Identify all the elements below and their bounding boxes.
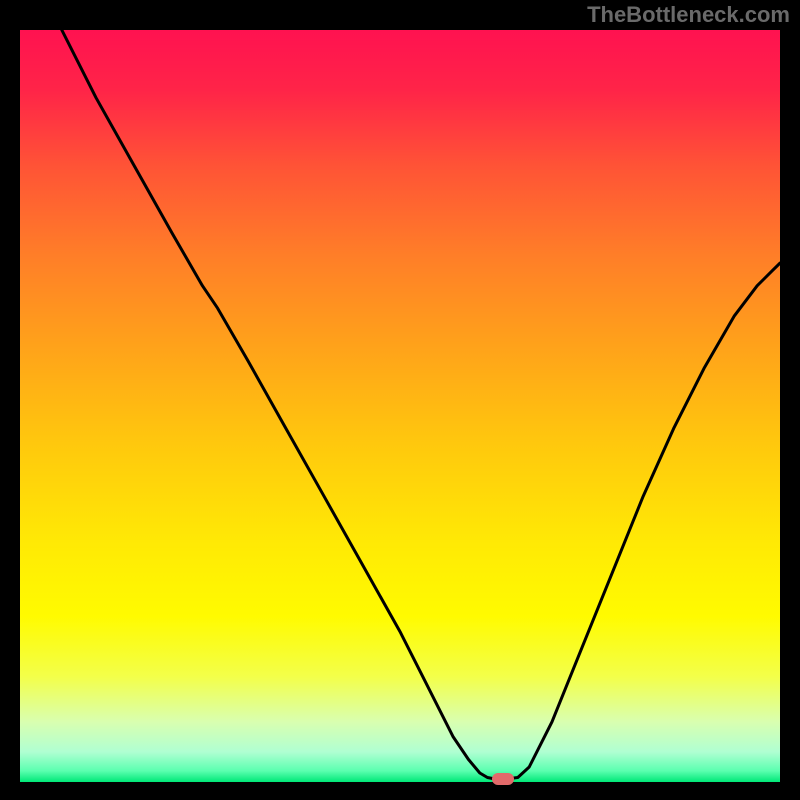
watermark-text: TheBottleneck.com bbox=[587, 2, 790, 28]
curve-path bbox=[62, 30, 780, 779]
chart-container: TheBottleneck.com bbox=[0, 0, 800, 800]
plot-area bbox=[20, 30, 780, 782]
optimal-marker bbox=[492, 773, 514, 785]
bottleneck-curve bbox=[20, 30, 780, 782]
